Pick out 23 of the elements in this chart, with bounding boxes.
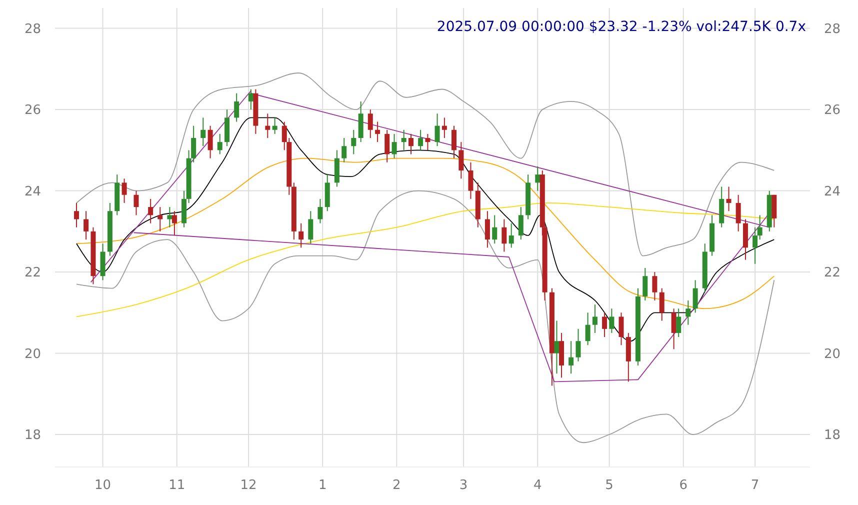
- x-tick-label: 1: [318, 478, 327, 493]
- y2-tick-label: 22: [824, 266, 841, 281]
- y-tick-label: 26: [24, 103, 41, 118]
- y-tick-label: 22: [24, 266, 41, 281]
- y2-tick-label: 24: [824, 184, 841, 200]
- y2-tick-label: 26: [824, 103, 841, 118]
- x-tick-label: 4: [533, 478, 542, 493]
- y-tick-label: 18: [24, 428, 41, 444]
- x-tick-label: 10: [94, 478, 112, 493]
- y2-tick-label: 28: [824, 22, 841, 37]
- y-tick-label: 20: [24, 346, 41, 362]
- x-tick-label: 2: [392, 478, 401, 493]
- x-tick-label: 3: [459, 478, 468, 493]
- text: 2025.07.09 00:00:00 $23.32 -1.23% vol:247.5K 0.7x: [436, 19, 806, 35]
- y2-tick-label: 20: [824, 346, 841, 362]
- x-tick-label: 7: [750, 478, 760, 493]
- y-tick-label: 24: [24, 184, 41, 200]
- y-tick-label: 28: [24, 22, 41, 37]
- x-tick-label: 6: [679, 478, 688, 493]
- x-tick-label: 5: [605, 478, 614, 493]
- x-tick-label: 11: [168, 478, 186, 493]
- y2-tick-label: 18: [824, 428, 841, 444]
- x-tick-label: 12: [240, 478, 257, 493]
